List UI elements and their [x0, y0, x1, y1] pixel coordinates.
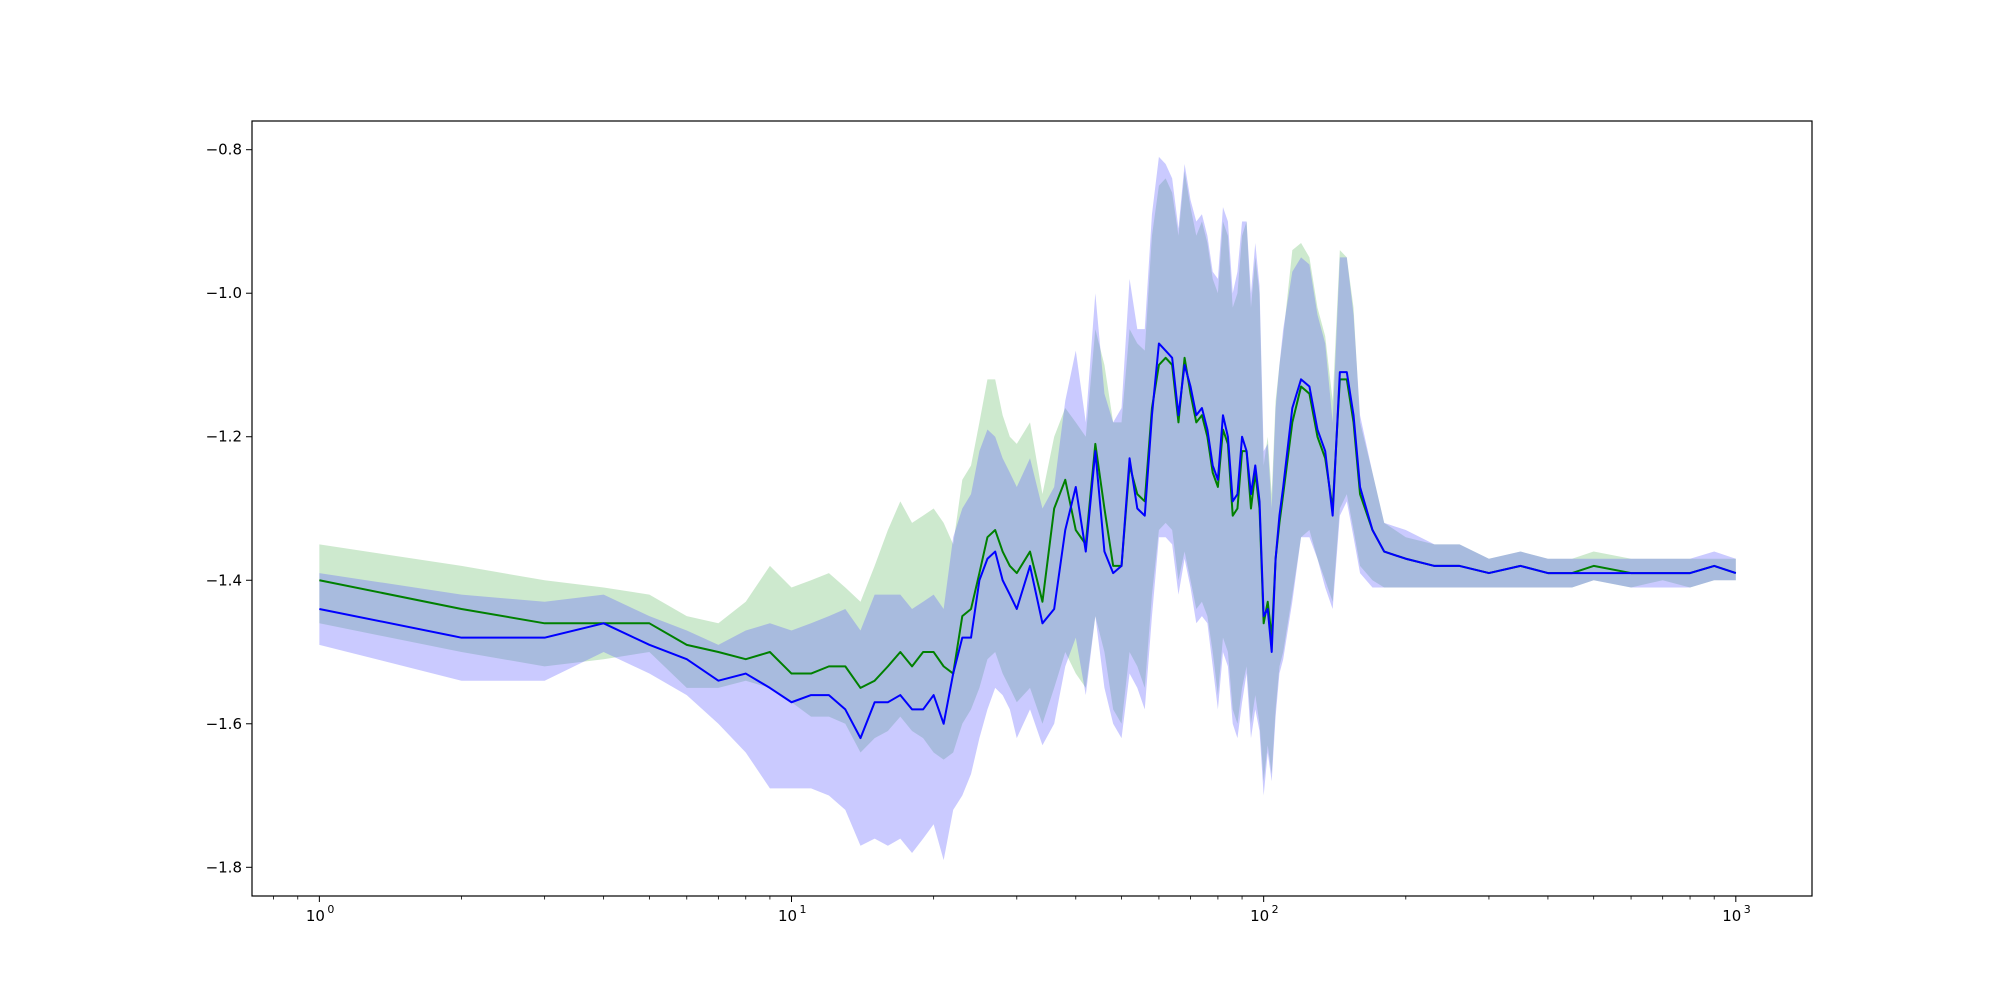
x-minor-ticks: [273, 896, 1715, 900]
confidence-bands: [319, 156, 1736, 861]
x-tick-label-1: 10: [778, 907, 797, 925]
x-tick-label-0: 10: [306, 907, 325, 925]
x-tick-label-3: 10: [1722, 907, 1741, 925]
y-tick-label-3: −1.2: [206, 428, 242, 446]
y-tick-label-5: −0.8: [206, 141, 242, 159]
y-tick-label-0: −1.8: [206, 858, 242, 876]
series-1-band: [319, 156, 1736, 861]
plot-area: −1.8−1.6−1.4−1.2−1.0−0.8 10 0 10 1 10 2 10 3: [206, 120, 1813, 925]
y-tick-label-1: −1.6: [206, 715, 242, 733]
x-tick-label-exp-1: 1: [800, 903, 807, 916]
y-axis: −1.8 −1.6 −1.4 −1.2 −1.0 −0.8: [206, 141, 252, 876]
x-tick-label-exp-0: 0: [327, 903, 334, 916]
x-axis: 10 0 10 1 10 2 10 3: [273, 896, 1751, 925]
x-tick-label-exp-3: 3: [1744, 903, 1751, 916]
series-lines: [319, 342, 1737, 740]
axes-frame: [251, 120, 1813, 897]
x-tick-label-exp-2: 2: [1272, 903, 1279, 916]
y-tick-label-4: −1.0: [206, 284, 242, 302]
x-tick-label-2: 10: [1250, 907, 1269, 925]
series-0-band: [319, 171, 1736, 782]
y-tick-label-2: −1.4: [206, 571, 242, 589]
series-1-line: [319, 342, 1737, 740]
